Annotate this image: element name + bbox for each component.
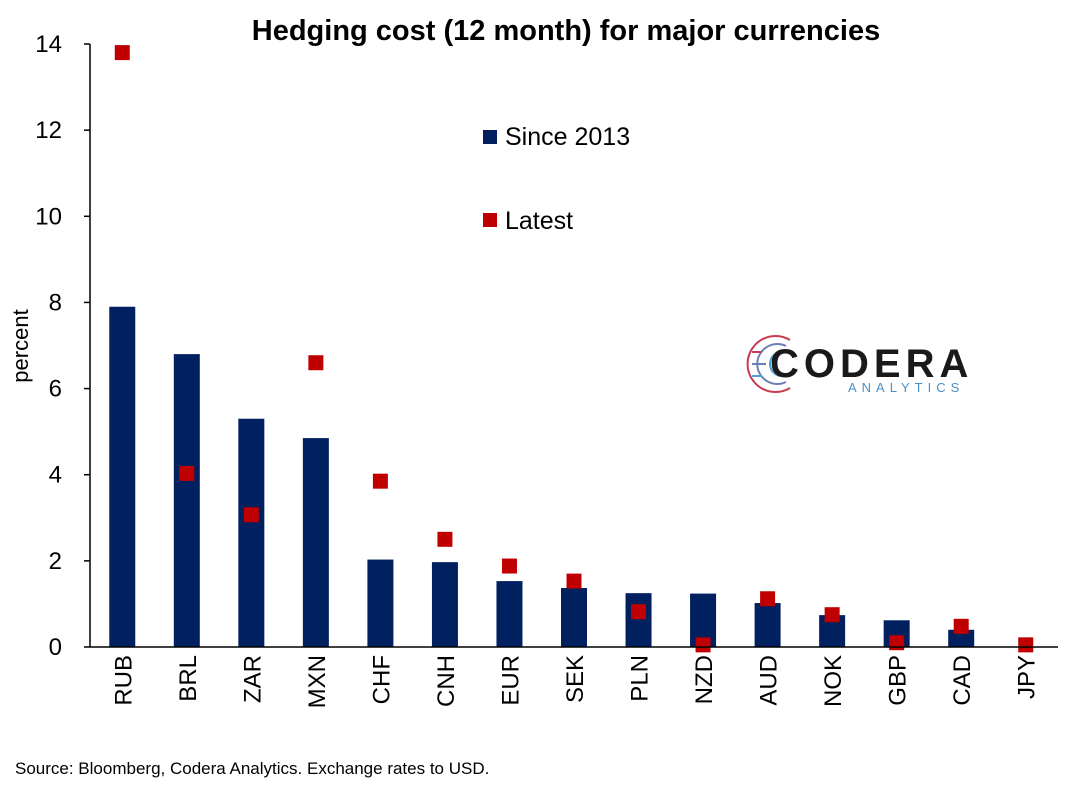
- codera-logo: CODERA ANALYTICS: [746, 335, 973, 395]
- marker-latest-sek: [566, 573, 582, 589]
- bar-since-2013-aud: [754, 603, 781, 647]
- x-tick-label: NZD: [691, 655, 718, 704]
- bar-since-2013-sek: [561, 587, 587, 647]
- bar-since-2013-eur: [496, 581, 523, 647]
- marker-latest-gbp: [889, 635, 905, 651]
- y-tick-label: 14: [35, 31, 62, 58]
- y-tick-label: 10: [35, 203, 62, 230]
- x-tick-label: ZAR: [239, 655, 266, 703]
- marker-latest-eur: [501, 558, 517, 574]
- y-tick-label: 0: [49, 634, 62, 661]
- marker-latest-nok: [824, 607, 840, 623]
- bar-since-2013-brl: [173, 354, 200, 647]
- x-tick-label: CNH: [433, 655, 460, 707]
- logo-tagline: ANALYTICS: [848, 380, 964, 395]
- bar-since-2013-cnh: [431, 562, 458, 647]
- y-tick-label: 8: [49, 289, 62, 316]
- bar-since-2013-chf: [367, 559, 394, 647]
- legend-swatch-since-2013: [483, 130, 497, 144]
- y-axis-ticks: 0 2 4 6 8 10 12 14: [35, 31, 90, 661]
- x-tick-label: RUB: [110, 655, 137, 706]
- legend-swatch-latest: [483, 213, 497, 227]
- bar-since-2013-mxn: [302, 438, 329, 647]
- x-tick-label: AUD: [756, 655, 783, 706]
- marker-latest-aud: [760, 591, 776, 607]
- x-tick-label: PLN: [627, 655, 654, 702]
- y-tick-label: 2: [49, 548, 62, 575]
- legend: Since 2013 Latest: [483, 123, 630, 235]
- bar-since-2013-pln: [625, 593, 652, 647]
- x-axis-labels: RUB BRL ZAR MXN CHF CNH EUR SEK PLN NZD AUD NOK GBP C…: [110, 655, 1040, 708]
- marker-latest-zar: [243, 507, 259, 523]
- marker-latest-brl: [179, 465, 195, 481]
- bar-since-2013-cad: [948, 629, 975, 647]
- y-tick-label: 12: [35, 117, 62, 144]
- x-tick-label: CAD: [949, 655, 976, 706]
- marker-latest-rub: [114, 45, 130, 61]
- marker-latest-mxn: [308, 355, 324, 371]
- x-tick-label: GBP: [885, 655, 912, 706]
- marker-latest-chf: [372, 473, 388, 489]
- legend-label-since-2013: Since 2013: [505, 123, 630, 151]
- source-note: Source: Bloomberg, Codera Analytics. Exc…: [15, 759, 489, 778]
- chart-title: Hedging cost (12 month) for major curren…: [252, 15, 880, 47]
- bar-series: [109, 306, 975, 647]
- x-tick-label: MXN: [304, 655, 331, 708]
- y-axis-label: percent: [8, 309, 33, 382]
- x-tick-label: SEK: [562, 655, 589, 703]
- marker-latest-nzd: [695, 637, 711, 653]
- legend-label-latest: Latest: [505, 207, 573, 235]
- bar-since-2013-zar: [238, 418, 265, 647]
- y-tick-label: 4: [49, 462, 62, 489]
- logo-wordmark: CODERA: [770, 342, 973, 386]
- x-tick-label: NOK: [820, 655, 847, 707]
- marker-latest-cnh: [437, 531, 453, 547]
- marker-latest-pln: [631, 604, 647, 620]
- marker-latest-jpy: [1018, 637, 1034, 653]
- marker-latest-cad: [953, 618, 969, 634]
- logo-mark-icon: [746, 335, 791, 393]
- x-tick-label: JPY: [1014, 655, 1041, 699]
- x-tick-label: CHF: [368, 655, 395, 704]
- bar-since-2013-rub: [109, 306, 136, 647]
- x-tick-label: BRL: [175, 655, 202, 702]
- y-tick-label: 6: [49, 376, 62, 403]
- x-tick-label: EUR: [497, 655, 524, 706]
